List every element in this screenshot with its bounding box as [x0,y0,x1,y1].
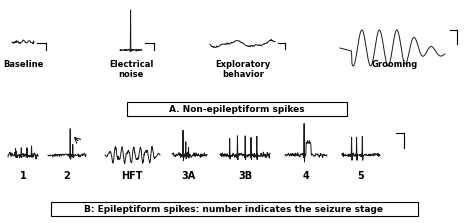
Text: Baseline: Baseline [3,60,43,69]
Text: Exploratory
behavior: Exploratory behavior [215,60,271,79]
Text: 2: 2 [64,171,70,181]
FancyBboxPatch shape [127,102,347,116]
Text: A. Non-epileptiform spikes: A. Non-epileptiform spikes [169,105,305,114]
FancyBboxPatch shape [51,202,418,216]
Text: 3B: 3B [238,171,252,181]
Text: HFT: HFT [121,171,143,181]
Text: 5: 5 [357,171,365,181]
Text: Grooming: Grooming [372,60,418,69]
Text: 1: 1 [19,171,27,181]
Text: Electrical
noise: Electrical noise [109,60,153,79]
Text: 4: 4 [302,171,310,181]
Text: B: Epileptiform spikes: number indicates the seizure stage: B: Epileptiform spikes: number indicates… [84,204,383,213]
Text: 3A: 3A [182,171,196,181]
